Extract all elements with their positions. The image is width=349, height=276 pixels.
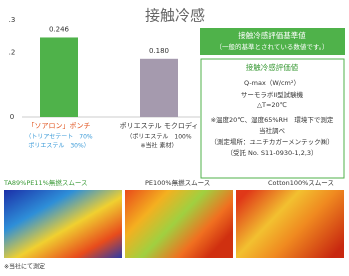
image-label: Cotton100%スムース	[268, 179, 334, 187]
value-label: 0.246	[49, 25, 70, 33]
method-delta: △T=20℃	[257, 101, 287, 109]
method-note: （受託 No. S11-0930-1,2,3）	[226, 148, 317, 157]
bar-chart: 0 .2 .3 0.246 「ソアロン」ポンチ （トリアセテート 70%ポリエステル 30…	[9, 16, 199, 150]
method-note: 当社調べ	[259, 126, 286, 135]
method-note: ※温度20℃、湿度65%RH 環境下で測定	[211, 115, 334, 124]
image-label: PE100%無撚スムース	[145, 178, 210, 187]
value-label: 0.180	[149, 47, 169, 55]
y-tick-label: 0	[10, 113, 14, 121]
category-note: ※当社 素材）	[141, 142, 178, 150]
thermal-image	[236, 190, 344, 258]
bar	[140, 59, 178, 117]
method-title: 接触冷感評価値	[246, 62, 299, 72]
criteria-title: 接触冷感評価基準値	[238, 30, 306, 40]
y-tick-label: .3	[9, 16, 16, 24]
bar	[40, 37, 78, 117]
chart-title: 接触冷感	[145, 7, 205, 25]
category-note: （トリアセテート 70%	[25, 134, 93, 141]
method-device: サーモラボII型試験機	[241, 90, 304, 99]
method-note: （測定場所：ユニチカガーメンテック㈱）	[210, 137, 333, 146]
thermal-image	[4, 190, 122, 258]
image-label: TA89%PE11%無撚スムース	[3, 178, 88, 187]
footnote: ※当社にて測定	[4, 263, 45, 271]
category-note: ポリエステル 30%）	[28, 142, 89, 150]
method-unit: Q-max（W/cm²）	[244, 79, 300, 87]
category-label: 「ソアロン」ポンチ	[28, 122, 91, 130]
category-note: （ポリエステル 100%	[126, 133, 191, 141]
infographic: 接触冷感 0.2.30.246「ソアロン」ポンチ（トリアセテート 70%ポリエス…	[0, 0, 349, 272]
category-label: ポリエステル モクロディ	[120, 121, 199, 130]
thermal-image	[125, 190, 233, 258]
criteria-subtitle: （一般的基準とされている数値です。）	[216, 42, 329, 51]
y-tick-label: .2	[9, 48, 16, 56]
